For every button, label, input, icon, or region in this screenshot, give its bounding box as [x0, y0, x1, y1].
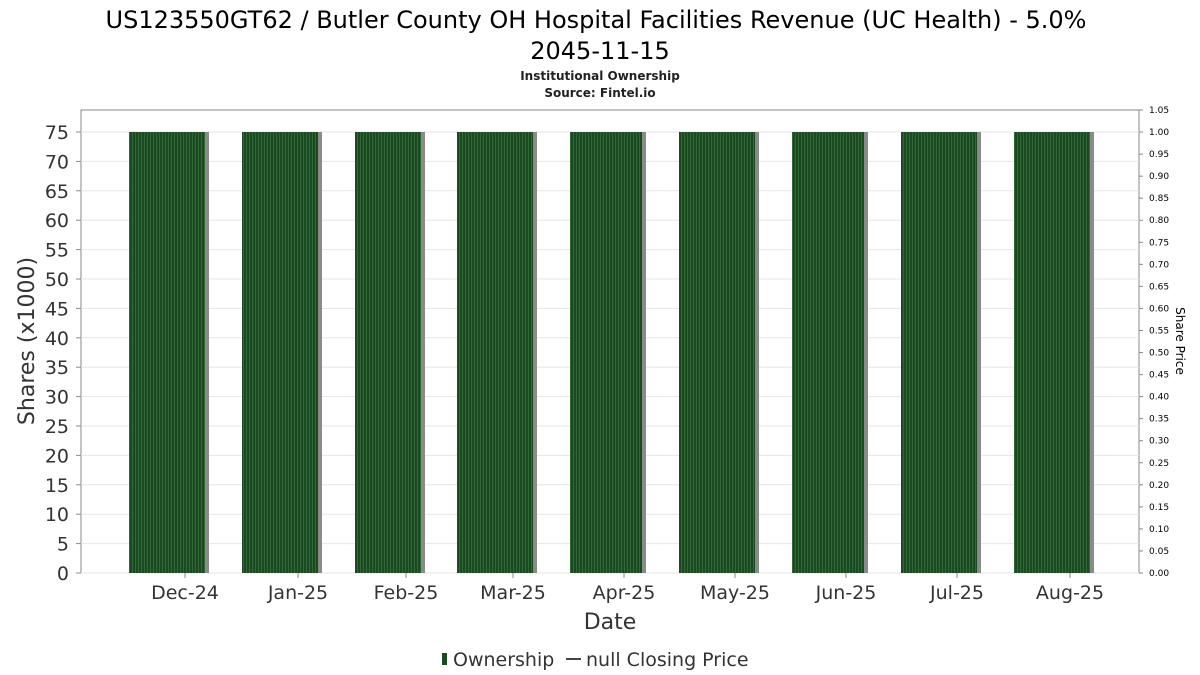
y2-tick-label: 0.65 — [1149, 282, 1169, 292]
x-tick-label: Jan-25 — [267, 582, 328, 604]
chart-subtitle: Institutional Ownership — [520, 69, 680, 83]
chart-source: Source: Fintel.io — [544, 86, 655, 100]
x-tick-label: Jul-25 — [929, 582, 984, 604]
bar-shadow — [533, 132, 537, 573]
y-tick-label: 0 — [57, 563, 69, 585]
x-tick-label: Feb-25 — [374, 582, 439, 604]
y-tick-label: 75 — [45, 122, 69, 144]
y-tick-label: 20 — [45, 445, 69, 467]
bar-jun-25 — [792, 132, 864, 573]
chart-title-line-2: 2045-11-15 — [530, 37, 669, 65]
y2-tick-label: 0.85 — [1149, 194, 1169, 204]
y-tick-label: 15 — [45, 475, 69, 497]
y2-tick-label: 0.95 — [1149, 150, 1169, 160]
x-axis-ticks: Dec-24 Jan-25 Feb-25 Mar-25 Apr-25 May-25 Jun-… — [151, 573, 1104, 604]
bar-shadow — [864, 132, 868, 573]
y2-tick-label: 0.90 — [1149, 172, 1169, 182]
y-tick-label: 10 — [45, 504, 69, 526]
y2-tick-label: 0.60 — [1149, 304, 1169, 314]
y2-tick-label: 0.25 — [1149, 459, 1169, 469]
y-tick-label: 45 — [45, 298, 69, 320]
y-tick-label: 25 — [45, 416, 69, 438]
legend-ownership-label: Ownership — [453, 649, 554, 671]
y2-axis-ticks: 0.00 0.05 0.10 0.15 0.20 0.25 0.30 0.35 0.40 0.45… — [1139, 106, 1169, 579]
y2-tick-label: 0.75 — [1149, 238, 1169, 248]
y2-tick-label: 0.55 — [1149, 326, 1169, 336]
y2-tick-label: 1.05 — [1149, 106, 1169, 116]
y-tick-label: 65 — [45, 181, 69, 203]
y2-tick-label: 1.00 — [1149, 128, 1169, 138]
bar-shadow — [755, 132, 759, 573]
y-tick-label: 50 — [45, 269, 69, 291]
bar-shadow — [1090, 132, 1094, 573]
x-tick-label: May-25 — [700, 582, 770, 604]
x-tick-label: Jun-25 — [815, 582, 877, 604]
y-tick-label: 5 — [57, 534, 69, 556]
legend-closing-price-label: null Closing Price — [586, 649, 749, 671]
y2-tick-label: 0.30 — [1149, 437, 1169, 447]
x-tick-label: Mar-25 — [480, 582, 546, 604]
bar-shadow — [421, 132, 425, 573]
bar-jan-25 — [242, 132, 318, 573]
bar-shadow — [642, 132, 646, 573]
y-tick-label: 30 — [45, 387, 69, 409]
y2-tick-label: 0.05 — [1149, 547, 1169, 557]
y-tick-label: 70 — [45, 151, 69, 173]
y2-tick-label: 0.15 — [1149, 503, 1169, 513]
bar-jul-25 — [901, 132, 977, 573]
bar-apr-25 — [570, 132, 642, 573]
y2-tick-label: 0.35 — [1149, 415, 1169, 425]
bar-feb-25 — [355, 132, 421, 573]
y2-tick-label: 0.20 — [1149, 481, 1169, 491]
legend: Ownership null Closing Price — [442, 649, 749, 671]
x-tick-label: Aug-25 — [1036, 582, 1104, 604]
y2-tick-label: 0.00 — [1149, 569, 1169, 579]
y2-tick-label: 0.50 — [1149, 349, 1169, 359]
y-axis-label: Shares (x1000) — [15, 257, 40, 425]
y2-tick-label: 0.80 — [1149, 216, 1169, 226]
y-tick-label: 55 — [45, 240, 69, 262]
y-tick-label: 60 — [45, 210, 69, 232]
y2-tick-label: 0.40 — [1149, 393, 1169, 403]
bar-may-25 — [679, 132, 755, 573]
bar-shadow — [205, 132, 209, 573]
legend-ownership-swatch — [442, 653, 447, 665]
x-tick-label: Apr-25 — [593, 582, 656, 604]
chart-title-line-1: US123550GT62 / Butler County OH Hospital… — [106, 6, 1087, 34]
bar-series-ownership — [129, 132, 1094, 573]
y2-axis-label: Share Price — [1173, 307, 1187, 375]
y2-tick-label: 0.45 — [1149, 371, 1169, 381]
bar-shadow — [977, 132, 981, 573]
y-tick-label: 40 — [45, 328, 69, 350]
x-tick-label: Dec-24 — [151, 582, 219, 604]
bar-dec-24 — [129, 132, 205, 573]
bar-aug-25 — [1014, 132, 1090, 573]
y-axis-ticks: 0 5 10 15 20 25 30 35 40 45 50 55 60 65 70 75 — [45, 122, 81, 585]
y-tick-label: 35 — [45, 357, 69, 379]
bar-shadow — [318, 132, 322, 573]
y2-tick-label: 0.70 — [1149, 260, 1169, 270]
x-axis-label: Date — [584, 610, 637, 635]
bar-mar-25 — [457, 132, 533, 573]
y2-tick-label: 0.10 — [1149, 525, 1169, 535]
